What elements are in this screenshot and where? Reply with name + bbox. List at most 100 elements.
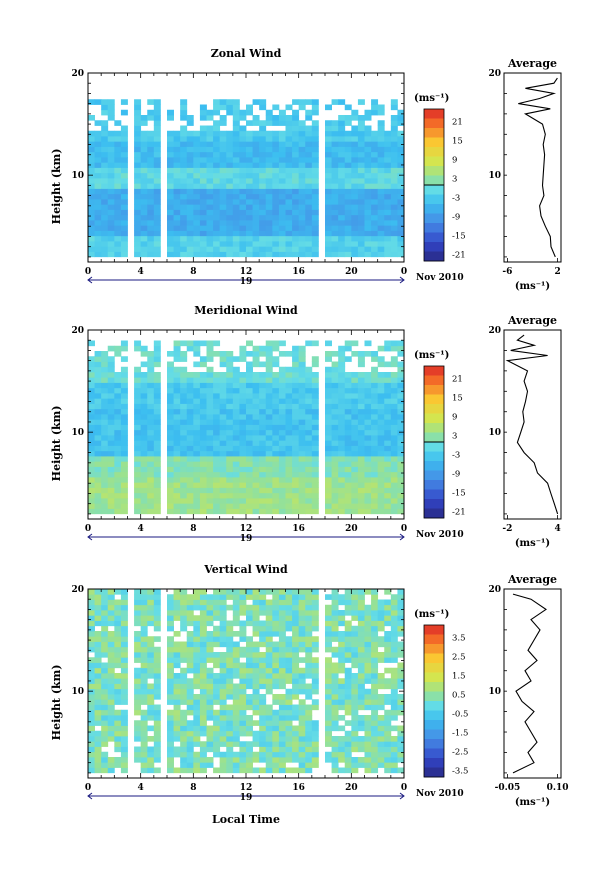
heatmap-cell <box>173 704 181 711</box>
heatmap-cell <box>101 209 109 216</box>
heatmap-cell <box>134 403 142 410</box>
heatmap-cell <box>298 419 306 425</box>
heatmap-cell <box>232 377 240 383</box>
heatmap-cell <box>351 599 359 606</box>
heatmap-cell <box>180 172 188 179</box>
heatmap-cell <box>357 498 365 504</box>
heatmap-cell <box>357 667 365 674</box>
heatmap-cell <box>338 440 346 446</box>
heatmap-cell <box>232 199 240 205</box>
heatmap-cell <box>134 162 142 168</box>
heatmap-cell <box>390 167 398 174</box>
heatmap-cell <box>344 345 352 352</box>
date-label: Nov 2010 <box>416 530 464 540</box>
heatmap-cell <box>206 657 214 663</box>
heatmap-cell <box>344 241 352 247</box>
heatmap-cell <box>252 736 260 742</box>
heatmap-cell <box>252 235 260 242</box>
heatmap-cell <box>305 482 313 488</box>
heatmap-cell <box>219 372 227 378</box>
heatmap-cell <box>344 625 352 632</box>
heatmap-cell <box>351 652 359 658</box>
heatmap-cell <box>338 662 346 669</box>
heatmap-cell <box>265 230 273 237</box>
heatmap-cell <box>351 482 359 488</box>
heatmap-cell <box>226 715 234 721</box>
heatmap-cell <box>140 610 148 616</box>
heatmap-cell <box>292 109 300 116</box>
heatmap-cell <box>239 172 247 179</box>
heatmap-cell <box>298 720 306 726</box>
heatmap-cell <box>272 631 280 637</box>
heatmap-cell <box>384 456 392 462</box>
heatmap-cell <box>259 382 267 389</box>
heatmap-cell <box>305 673 313 679</box>
heatmap-cell <box>226 725 234 732</box>
heatmap-cell <box>232 662 240 669</box>
heatmap-cell <box>252 382 260 389</box>
heatmap-cell <box>338 251 346 258</box>
heatmap-cell <box>232 641 240 648</box>
heatmap-cell <box>351 220 359 226</box>
heatmap-cell <box>331 751 339 758</box>
heatmap-cell <box>344 482 352 488</box>
heatmap-cell <box>213 151 221 158</box>
heatmap-cell <box>390 461 398 467</box>
heatmap-cell <box>285 120 293 126</box>
heatmap-cell <box>226 167 234 174</box>
heatmap-cell <box>114 435 122 441</box>
heatmap-cell <box>331 235 339 242</box>
heatmap-cell <box>351 657 359 663</box>
heatmap-cell <box>167 450 174 457</box>
heatmap-cell <box>278 251 286 258</box>
heatmap-cell <box>219 440 227 446</box>
heatmap-cell <box>371 456 379 462</box>
heatmap-cell <box>292 625 300 632</box>
heatmap-cell <box>390 204 398 210</box>
heatmap-cell <box>298 393 306 399</box>
heatmap-cell <box>226 746 234 753</box>
heatmap-cell <box>331 424 339 431</box>
heatmap-cell <box>120 471 128 478</box>
heatmap-cell <box>239 487 247 494</box>
heatmap-cell <box>101 167 109 174</box>
heatmap-cell <box>364 461 372 467</box>
heatmap-cell <box>298 762 306 768</box>
heatmap-cell <box>134 487 142 494</box>
heatmap-cell <box>298 704 306 711</box>
heatmap-cell <box>186 408 194 415</box>
heatmap-cell <box>325 620 332 627</box>
heatmap-cell <box>101 214 109 221</box>
heatmap-cell <box>278 746 286 753</box>
heatmap-cell <box>311 151 319 158</box>
heatmap-cell <box>239 435 247 441</box>
heatmap-cell <box>88 429 95 436</box>
heatmap-cell <box>292 393 300 399</box>
heatmap-cell <box>364 751 372 758</box>
heatmap-cell <box>390 741 398 747</box>
heatmap-cell <box>219 377 227 383</box>
heatmap-cell <box>173 209 181 216</box>
heatmap-cell <box>377 209 385 216</box>
heatmap-cell <box>272 167 280 174</box>
heatmap-cell <box>239 424 247 431</box>
heatmap-cell <box>252 688 260 695</box>
heatmap-cell <box>278 214 286 221</box>
heatmap-cell <box>107 403 115 410</box>
heatmap-cell <box>305 125 313 132</box>
heatmap-cell <box>153 204 161 210</box>
heatmap-cell <box>147 172 155 179</box>
heatmap-cell <box>199 408 207 415</box>
colorbar-segment <box>424 767 444 778</box>
heatmap-cell <box>371 477 379 483</box>
heatmap-cell <box>292 120 300 126</box>
heatmap-cell <box>186 220 194 226</box>
heatmap-cell <box>206 109 214 116</box>
heatmap-cell <box>232 408 240 415</box>
heatmap-cell <box>199 730 207 737</box>
heatmap-cell <box>259 125 267 132</box>
heatmap-cell <box>298 193 306 200</box>
heatmap-cell <box>94 230 102 237</box>
heatmap-cell <box>357 241 365 247</box>
